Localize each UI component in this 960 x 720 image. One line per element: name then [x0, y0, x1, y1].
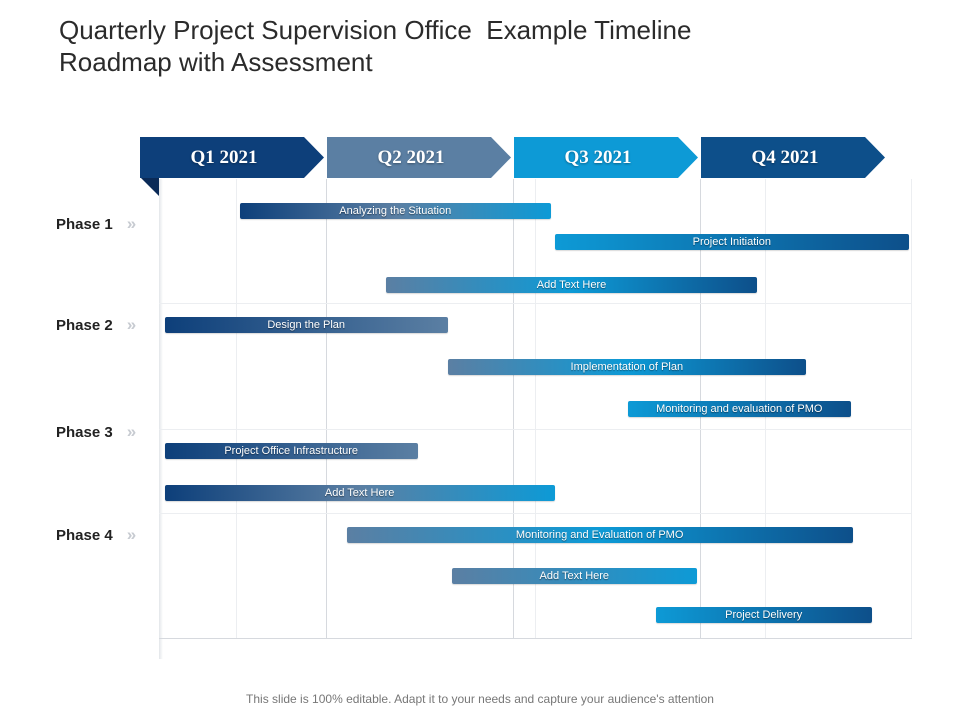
quarter-q3: Q3 2021	[514, 137, 698, 178]
quarter-q4-label: Q4 2021	[751, 146, 819, 168]
grid-subline	[236, 179, 237, 639]
task-bar: Implementation of Plan	[447, 359, 806, 375]
grid-subline	[535, 179, 536, 639]
footer-note: This slide is 100% editable. Adapt it to…	[246, 692, 714, 706]
grid-right-edge	[911, 179, 912, 639]
quarter-q1: Q1 2021	[140, 137, 324, 178]
phase-divider	[159, 429, 912, 430]
phase-3-label: Phase 3	[56, 423, 113, 441]
phase-1-label: Phase 1	[56, 215, 113, 233]
task-bar: Add Text Here	[385, 277, 758, 293]
quarter-q2-label: Q2 2021	[377, 146, 445, 168]
quarter-q2: Q2 2021	[327, 137, 511, 178]
chevron-right-icon: »	[126, 315, 137, 334]
phase-divider	[159, 303, 912, 304]
chevron-right-icon: »	[126, 214, 137, 233]
phase-4-label: Phase 4	[56, 526, 113, 544]
phase-divider	[159, 513, 912, 514]
grid-line-q3	[513, 179, 514, 639]
quarter-q4: Q4 2021	[701, 137, 885, 178]
grid-baseline	[159, 638, 912, 639]
phase-3: Phase 3 »	[56, 422, 137, 442]
quarter-header: Q1 2021 Q2 2021 Q3 2021 Q4 2021	[140, 137, 900, 179]
task-bar: Add Text Here	[451, 568, 698, 584]
task-bar: Monitoring and Evaluation of PMO	[346, 527, 853, 543]
task-bar: Monitoring and evaluation of PMO	[627, 401, 851, 417]
phase-2: Phase 2 »	[56, 315, 137, 335]
phase-1: Phase 1 »	[56, 214, 137, 234]
task-bar: Analyzing the Situation	[239, 203, 551, 219]
task-bar: Project Delivery	[655, 607, 872, 623]
chevron-right-icon: »	[126, 422, 137, 441]
task-bar: Add Text Here	[164, 485, 555, 501]
quarter-q3-label: Q3 2021	[564, 146, 632, 168]
task-bar: Project Initiation	[554, 234, 909, 250]
header-fold	[141, 178, 159, 196]
timeline-left-rule	[159, 179, 163, 659]
page-title: Quarterly Project Supervision Office Exa…	[59, 14, 919, 78]
grid-line-q2	[326, 179, 327, 639]
task-bar: Project Office Infrastructure	[164, 443, 418, 459]
phase-2-label: Phase 2	[56, 316, 113, 334]
title-line-2: Roadmap with Assessment	[59, 47, 373, 77]
title-line-1: Quarterly Project Supervision Office Exa…	[59, 15, 692, 45]
task-bar: Design the Plan	[164, 317, 448, 333]
quarter-q1-label: Q1 2021	[190, 146, 258, 168]
phase-4: Phase 4 »	[56, 525, 137, 545]
chevron-right-icon: »	[126, 525, 137, 544]
